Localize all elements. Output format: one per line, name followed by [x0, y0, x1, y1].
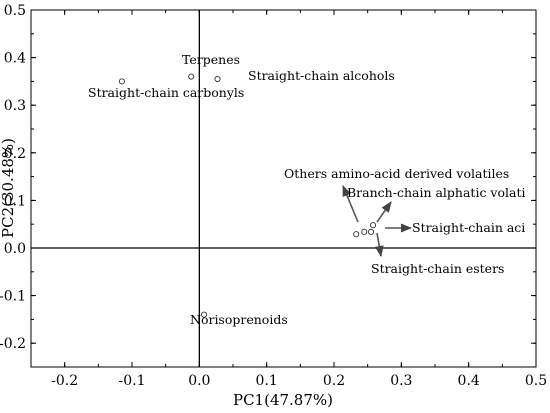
data-point	[200, 311, 208, 318]
x-tick-label: -0.2	[51, 373, 78, 389]
point-label: Straight-chain esters	[371, 261, 504, 276]
arrow-straight-chain-esters	[374, 232, 384, 258]
plot-border	[30, 9, 537, 368]
point-label: Terpenes	[182, 52, 240, 67]
tick-marks	[30, 9, 537, 368]
data-point	[370, 222, 377, 229]
data-points	[118, 73, 377, 318]
y-tick-label: -0.1	[0, 289, 26, 305]
x-tick-label: -0.1	[119, 373, 146, 389]
y-axis-title: PC2(30.48%)	[0, 138, 17, 238]
data-point	[367, 228, 375, 235]
y-tick-label: 0.3	[4, 98, 26, 114]
point-label: Straight-chain carbonyls	[88, 85, 244, 100]
point-labels: Terpenes Straight-chain alcohols Straight-…	[88, 52, 525, 327]
point-label: Straight-chain aci	[412, 220, 525, 235]
x-tick-label: 0.4	[458, 373, 480, 389]
x-tick-label: 0.3	[390, 373, 412, 389]
x-tick-label: 0.2	[323, 373, 345, 389]
point-label: Straight-chain alcohols	[248, 68, 395, 83]
x-tick-label: 0.0	[188, 373, 210, 389]
data-point	[188, 73, 195, 80]
y-tick-label: -0.2	[0, 336, 26, 352]
plot-frame	[30, 9, 537, 368]
y-tick-labels: -0.2 -0.1 0.0 0.1 0.2 0.3 0.4 0.5	[0, 3, 26, 352]
loading-arrows	[342, 184, 413, 258]
y-tick-label: 0.5	[4, 3, 26, 19]
point-label: Branch-chain alphatic volati	[347, 185, 525, 200]
arrow-branch-chain	[376, 201, 392, 223]
point-label: Others amino-acid derived volatiles	[284, 166, 509, 181]
data-point	[361, 228, 368, 235]
x-tick-labels: -0.2 -0.1 0.0 0.1 0.2 0.3 0.4 0.5	[51, 373, 547, 389]
y-tick-label: 0.0	[4, 241, 26, 257]
data-point	[353, 231, 360, 238]
data-point	[118, 78, 125, 85]
x-tick-label: 0.5	[525, 373, 547, 389]
arrow-others-amino-acid	[342, 184, 359, 223]
point-label: Norisoprenoids	[190, 312, 288, 327]
y-tick-label: 0.2	[4, 146, 26, 162]
y-tick-label: 0.1	[4, 193, 26, 209]
x-axis-title: PC1(47.87%)	[233, 391, 333, 409]
y-tick-label: 0.4	[4, 51, 26, 67]
zero-axes	[31, 10, 536, 367]
data-point	[214, 75, 221, 83]
x-tick-label: 0.1	[256, 373, 278, 389]
